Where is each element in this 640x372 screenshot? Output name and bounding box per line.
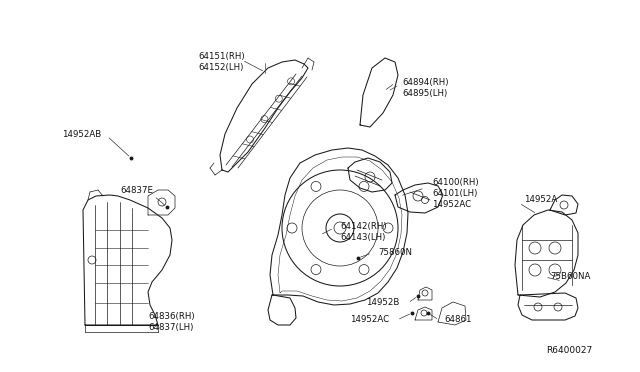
Text: 14952AC: 14952AC <box>432 200 471 209</box>
Text: 75860N: 75860N <box>378 248 412 257</box>
Text: 64837E: 64837E <box>120 186 153 195</box>
Text: 75B60NA: 75B60NA <box>550 272 590 281</box>
Text: 64861: 64861 <box>444 315 472 324</box>
Text: 64100(RH): 64100(RH) <box>432 178 479 187</box>
Text: 64151(RH): 64151(RH) <box>198 52 244 61</box>
Text: 64142(RH): 64142(RH) <box>340 222 387 231</box>
Text: 64152(LH): 64152(LH) <box>198 63 243 72</box>
Text: 64101(LH): 64101(LH) <box>432 189 477 198</box>
Text: 14952B: 14952B <box>366 298 399 307</box>
Text: 64837(LH): 64837(LH) <box>148 323 193 332</box>
Text: 14952AC: 14952AC <box>350 315 389 324</box>
Text: 14952A: 14952A <box>524 195 557 204</box>
Text: 64143(LH): 64143(LH) <box>340 233 385 242</box>
Text: 14952AB: 14952AB <box>62 130 101 139</box>
Text: 64895(LH): 64895(LH) <box>402 89 447 98</box>
Text: 64836(RH): 64836(RH) <box>148 312 195 321</box>
Text: R6400027: R6400027 <box>546 346 592 355</box>
Text: 64894(RH): 64894(RH) <box>402 78 449 87</box>
